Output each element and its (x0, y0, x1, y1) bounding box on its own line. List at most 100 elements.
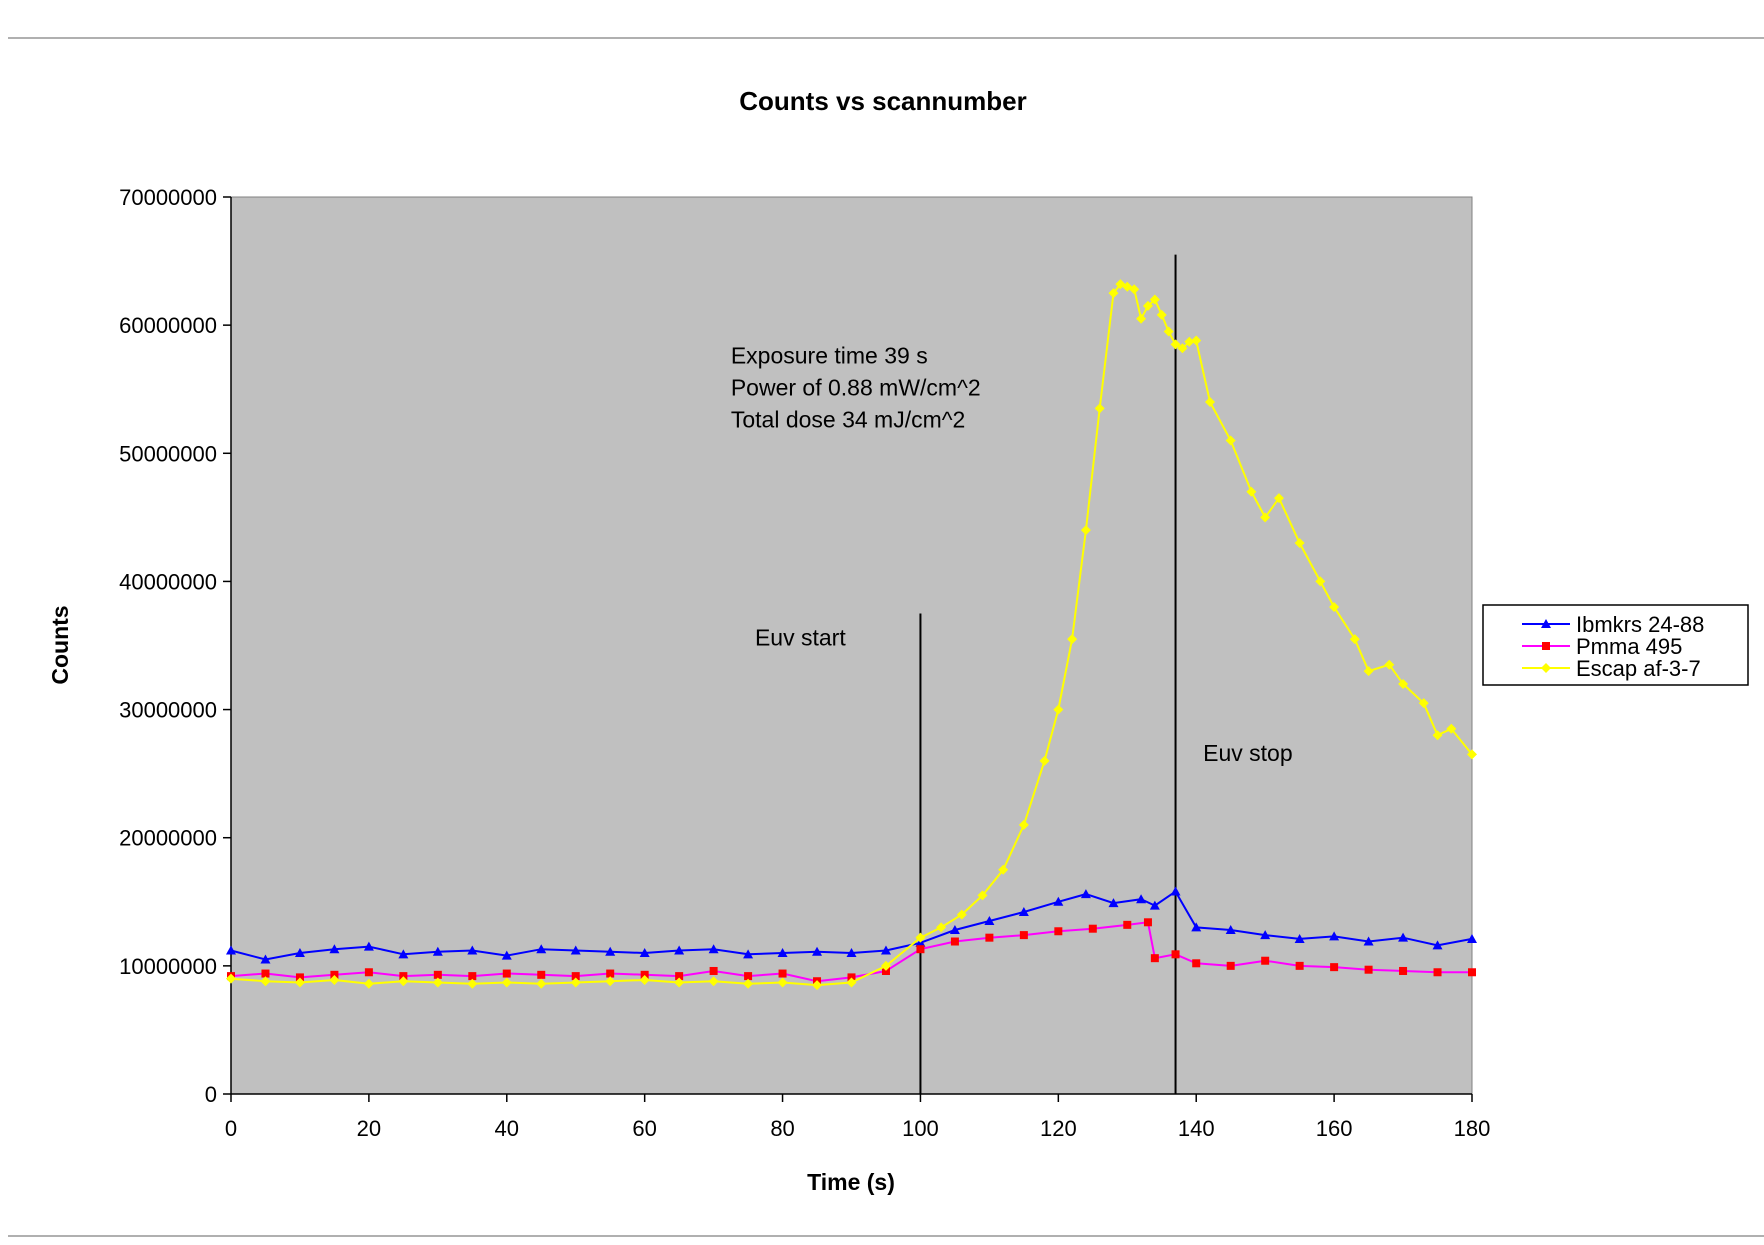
data-point (916, 945, 925, 954)
data-point (363, 941, 374, 951)
data-point (1177, 343, 1188, 354)
data-point (1246, 486, 1257, 497)
data-point (1364, 965, 1373, 974)
data-point (812, 980, 823, 991)
data-point (398, 949, 409, 959)
data-point (432, 977, 443, 988)
data-point (467, 945, 478, 955)
data-point (1294, 537, 1305, 548)
data-point (985, 933, 994, 942)
data-point (846, 948, 857, 958)
series-2 (226, 279, 1477, 991)
data-point (639, 948, 650, 958)
data-point (1432, 730, 1443, 741)
data-point (536, 944, 547, 954)
data-point (674, 977, 685, 988)
data-point (881, 966, 890, 975)
data-point (880, 960, 891, 971)
data-point (1094, 403, 1105, 414)
data-point (294, 977, 305, 988)
data-point (1080, 889, 1091, 899)
annotation-text: Euv start (755, 625, 846, 651)
data-point (1054, 927, 1063, 936)
annotation-text: Power of 0.88 mW/cm^2 (731, 375, 981, 401)
data-point (778, 969, 787, 978)
x-tick-label: 20 (357, 1116, 381, 1141)
data-point (675, 972, 684, 981)
legend-label: Ibmkrs 24-88 (1576, 612, 1704, 637)
annotations: Exposure time 39 s Power of 0.88 mW/cm^2 T… (731, 343, 1293, 766)
data-point (777, 948, 788, 958)
data-point (467, 978, 478, 989)
annotation-text: Total dose 34 mJ/cm^2 (731, 407, 966, 433)
data-point (1541, 619, 1551, 628)
data-point (1136, 313, 1147, 324)
data-point (1261, 956, 1270, 965)
series-line (230, 282, 1473, 987)
data-point (501, 977, 512, 988)
data-point (1018, 907, 1029, 917)
data-point (1149, 294, 1160, 305)
data-point (571, 972, 580, 981)
data-point (640, 970, 649, 979)
data-point (1541, 663, 1551, 673)
series-layer (226, 279, 1477, 991)
data-point (1108, 288, 1119, 299)
data-point (1191, 922, 1202, 932)
y-tick-label: 40000000 (119, 569, 217, 594)
data-point (1108, 898, 1119, 908)
data-point (1039, 755, 1050, 766)
data-point (1184, 336, 1195, 347)
data-point (536, 978, 547, 989)
x-tick-label: 180 (1454, 1116, 1491, 1141)
data-point (1542, 642, 1550, 650)
y-tick-label: 70000000 (119, 185, 217, 210)
series-1 (227, 918, 1476, 986)
data-point (1136, 894, 1147, 904)
data-point (605, 946, 616, 956)
data-point (1192, 959, 1201, 968)
data-point (570, 977, 581, 988)
data-point (1418, 698, 1429, 709)
data-point (570, 945, 581, 955)
data-point (1329, 602, 1340, 613)
data-point (1467, 933, 1477, 943)
data-point (1399, 966, 1408, 975)
data-point (743, 949, 754, 959)
data-point (1432, 940, 1443, 950)
x-tick-label: 0 (225, 1116, 237, 1141)
data-point (777, 977, 788, 988)
data-point (639, 974, 650, 985)
data-point (399, 972, 408, 981)
data-point (915, 932, 926, 943)
data-point (226, 945, 236, 955)
data-point (260, 954, 271, 964)
data-point (950, 937, 959, 946)
data-point (1080, 525, 1091, 536)
data-point (433, 970, 442, 979)
data-point (1225, 435, 1236, 446)
data-point (812, 946, 823, 956)
x-tick-label: 100 (902, 1116, 939, 1141)
legend-entry: Escap af-3-7 (1522, 656, 1701, 681)
y-tick-label: 20000000 (119, 826, 217, 851)
legend-label: Pmma 495 (1576, 634, 1682, 659)
data-point (1142, 300, 1153, 311)
data-point (606, 969, 615, 978)
data-point (1330, 963, 1339, 972)
data-point (1053, 896, 1064, 906)
data-point (537, 970, 546, 979)
data-point (1143, 918, 1152, 927)
data-point (1273, 493, 1284, 504)
data-point (1384, 659, 1395, 670)
data-point (847, 973, 856, 982)
data-point (743, 978, 754, 989)
data-point (1294, 933, 1305, 943)
legend-entry: Ibmkrs 24-88 (1522, 612, 1704, 637)
y-axis-label: Counts (47, 605, 73, 684)
data-point (226, 973, 236, 984)
data-point (1260, 512, 1271, 523)
data-point (709, 966, 718, 975)
data-point (329, 974, 340, 985)
